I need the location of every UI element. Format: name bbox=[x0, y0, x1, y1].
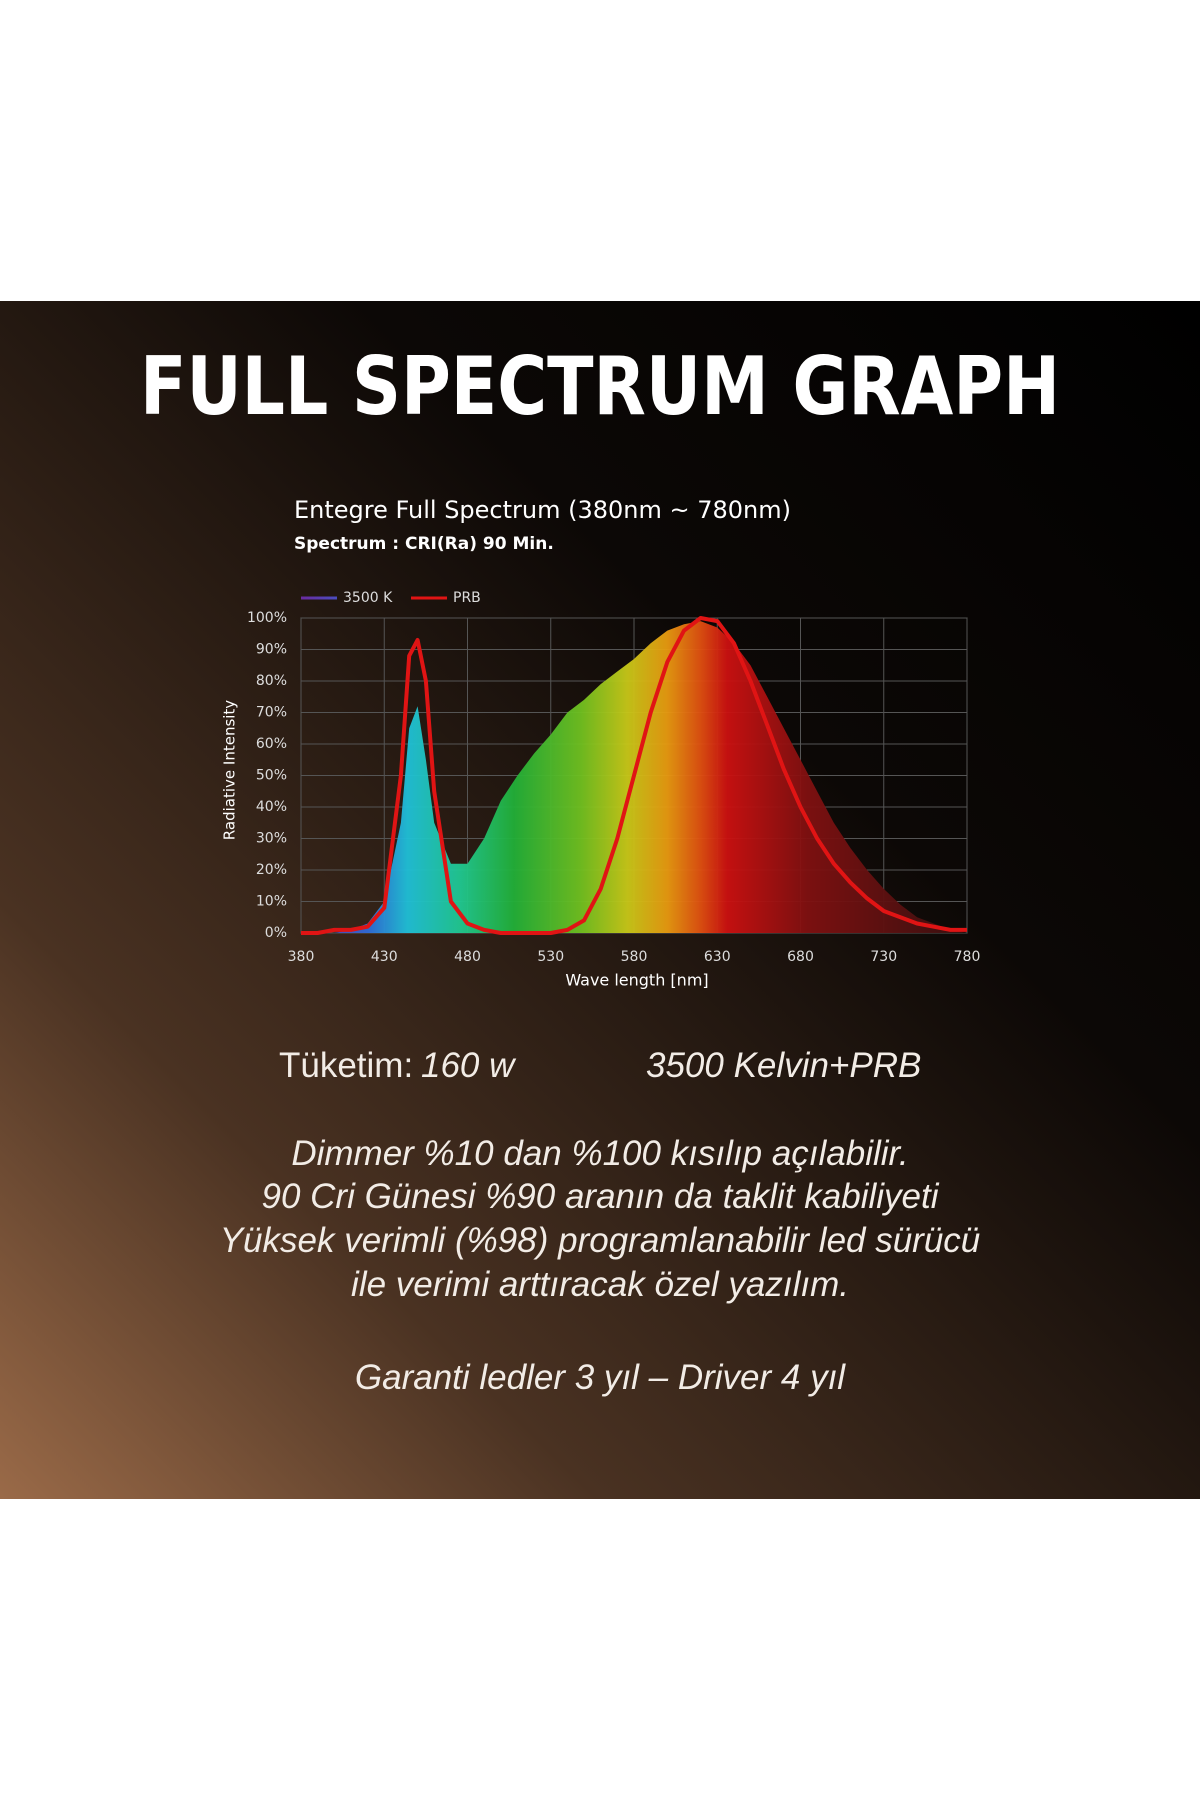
x-tick-label: 580 bbox=[621, 949, 648, 965]
legend-label: PRB bbox=[453, 590, 481, 606]
y-tick-label: 100% bbox=[247, 610, 287, 626]
y-tick-label: 60% bbox=[256, 736, 287, 752]
info-line: ile verimi arttıracak özel yazılım. bbox=[351, 1265, 849, 1304]
consumption-value: 160 w bbox=[421, 1046, 517, 1085]
y-tick-label: 40% bbox=[256, 799, 287, 815]
x-tick-label: 530 bbox=[537, 949, 564, 965]
y-axis-label: Radiative Intensity bbox=[221, 700, 239, 840]
light-type: 3500 Kelvin+PRB bbox=[646, 1046, 921, 1085]
y-tick-label: 90% bbox=[256, 642, 287, 658]
y-tick-label: 50% bbox=[256, 768, 287, 784]
x-tick-label: 630 bbox=[704, 949, 731, 965]
warranty: Garanti ledler 3 yıl – Driver 4 yıl bbox=[355, 1358, 846, 1397]
x-tick-label: 680 bbox=[787, 949, 814, 965]
y-tick-label: 30% bbox=[256, 831, 287, 847]
x-tick-label: 730 bbox=[870, 949, 897, 965]
y-tick-label: 80% bbox=[256, 673, 287, 689]
title: FULL SPECTRUM GRAPH bbox=[140, 340, 1060, 433]
x-tick-label: 380 bbox=[288, 949, 315, 965]
y-tick-label: 0% bbox=[265, 925, 287, 941]
y-tick-label: 20% bbox=[256, 862, 287, 878]
info-line: Yüksek verimli (%98) programlanabilir le… bbox=[220, 1221, 981, 1260]
series-line bbox=[301, 616, 967, 935]
x-axis-label: Wave length [nm] bbox=[565, 971, 708, 990]
info-line: 90 Cri Günesi %90 aranın da taklit kabil… bbox=[261, 1177, 939, 1216]
consumption-label: Tüketim: bbox=[279, 1046, 413, 1085]
note: Spectrum : CRI(Ra) 90 Min. bbox=[294, 534, 554, 554]
info-line: Dimmer %10 dan %100 kısılıp açılabilir. bbox=[291, 1134, 908, 1173]
x-tick-label: 480 bbox=[454, 949, 481, 965]
y-tick-label: 70% bbox=[256, 705, 287, 721]
y-tick-label: 10% bbox=[256, 894, 287, 910]
x-tick-label: 430 bbox=[371, 949, 398, 965]
legend-label: 3500 K bbox=[343, 590, 393, 606]
subtitle: Entegre Full Spectrum (380nm ~ 780nm) bbox=[294, 496, 791, 524]
x-tick-label: 780 bbox=[954, 949, 981, 965]
